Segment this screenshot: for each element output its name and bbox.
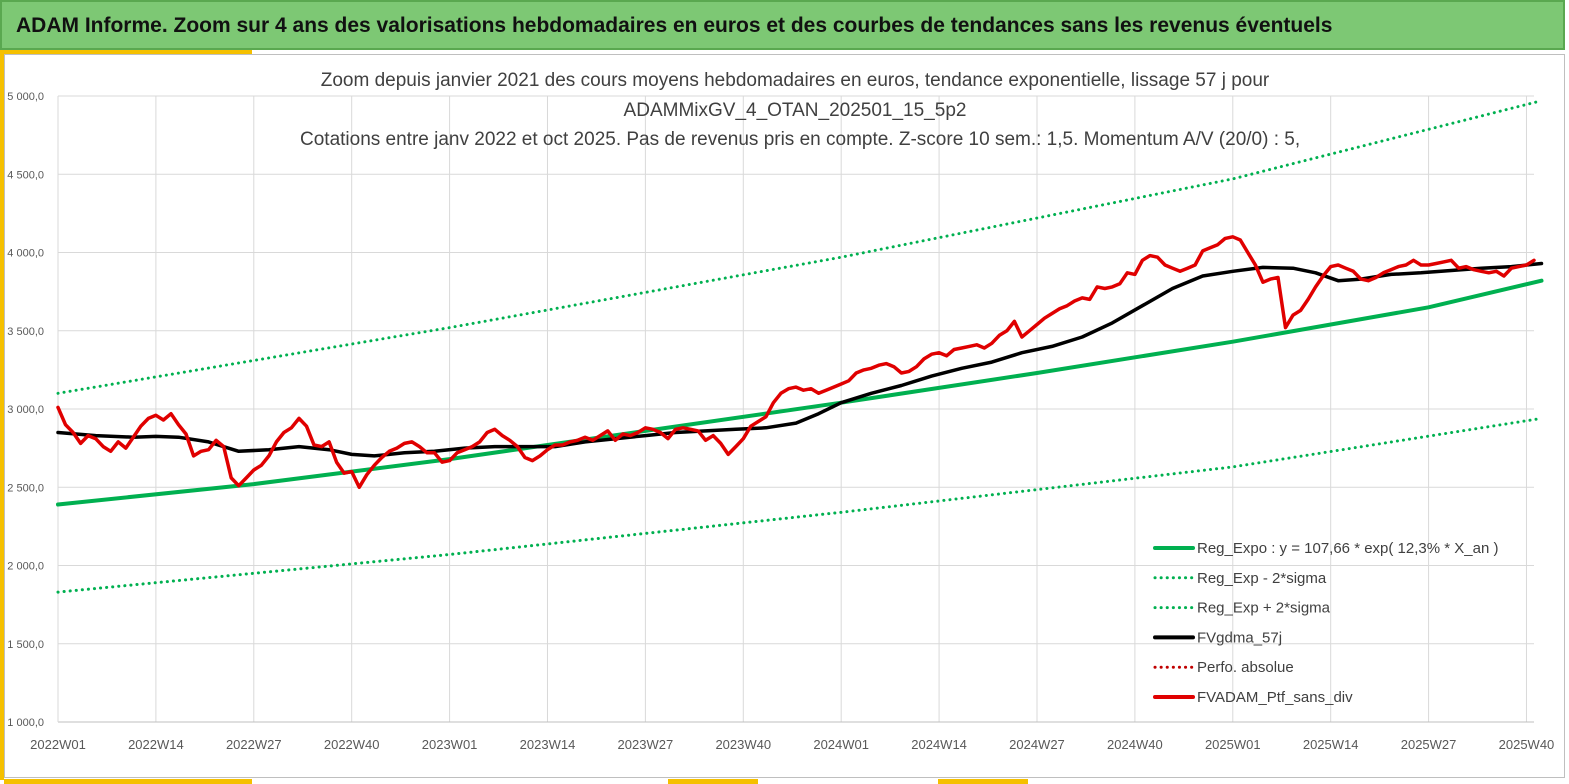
accent-bar-bottom — [938, 779, 1028, 784]
series-line-1 — [56, 416, 1543, 594]
x-tick-label: 2024W14 — [911, 737, 967, 752]
x-tick-label: 2022W40 — [324, 737, 380, 752]
x-tick-label: 2023W01 — [422, 737, 478, 752]
x-tick-label: 2022W27 — [226, 737, 282, 752]
series-line-0 — [56, 278, 1544, 507]
x-tick-label: 2023W40 — [715, 737, 771, 752]
y-tick-label: 1 000,0 — [7, 717, 44, 729]
x-tick-label: 2024W01 — [813, 737, 869, 752]
x-tick-label: 2023W14 — [520, 737, 576, 752]
y-tick-label: 5 000,0 — [7, 91, 44, 103]
legend-label: Reg_Expo : y = 107,66 * exp( 12,3% * X_a… — [1197, 540, 1498, 557]
accent-bar-left — [0, 50, 4, 780]
accent-bar-top — [4, 50, 252, 54]
legend-label: Perfo. absolue — [1197, 659, 1294, 676]
legend-label: Reg_Exp - 2*sigma — [1197, 570, 1327, 587]
accent-bar-bottom — [668, 779, 758, 784]
chart-area — [4, 54, 1565, 778]
y-tick-label: 3 000,0 — [7, 404, 44, 416]
series-line-2 — [56, 99, 1543, 395]
x-tick-label: 2025W01 — [1205, 737, 1261, 752]
x-tick-label: 2022W14 — [128, 737, 184, 752]
series-line-3 — [56, 261, 1544, 458]
x-tick-label: 2022W01 — [30, 737, 86, 752]
legend-label: FVgdma_57j — [1197, 629, 1282, 646]
x-tick-label: 2025W40 — [1499, 737, 1555, 752]
y-tick-label: 2 500,0 — [7, 482, 44, 494]
x-tick-label: 2024W40 — [1107, 737, 1163, 752]
x-tick-label: 2025W27 — [1401, 737, 1457, 752]
legend-label: FVADAM_Ptf_sans_div — [1197, 689, 1353, 706]
chart-title-line-3: Cotations entre janv 2022 et oct 2025. P… — [300, 129, 1301, 150]
y-tick-label: 2 000,0 — [7, 561, 44, 573]
y-tick-label: 1 500,0 — [7, 639, 44, 651]
legend-label: Reg_Exp + 2*sigma — [1197, 600, 1331, 617]
chart-title-line-2: ADAMMixGV_4_OTAN_202501_15_5p2 — [623, 100, 967, 121]
accent-bar-bottom — [4, 779, 252, 784]
series-line-5 — [56, 235, 1536, 490]
x-tick-label: 2025W14 — [1303, 737, 1359, 752]
y-tick-label: 3 500,0 — [7, 326, 44, 338]
y-tick-label: 4 000,0 — [7, 248, 44, 260]
y-tick-label: 4 500,0 — [7, 169, 44, 181]
x-tick-label: 2023W27 — [618, 737, 674, 752]
x-tick-label: 2024W27 — [1009, 737, 1065, 752]
chart-title-line-1: Zoom depuis janvier 2021 des cours moyen… — [320, 70, 1270, 91]
banner-title: ADAM Informe. Zoom sur 4 ans des valoris… — [16, 14, 1333, 37]
report-banner: ADAM Informe. Zoom sur 4 ans des valoris… — [0, 0, 1565, 50]
